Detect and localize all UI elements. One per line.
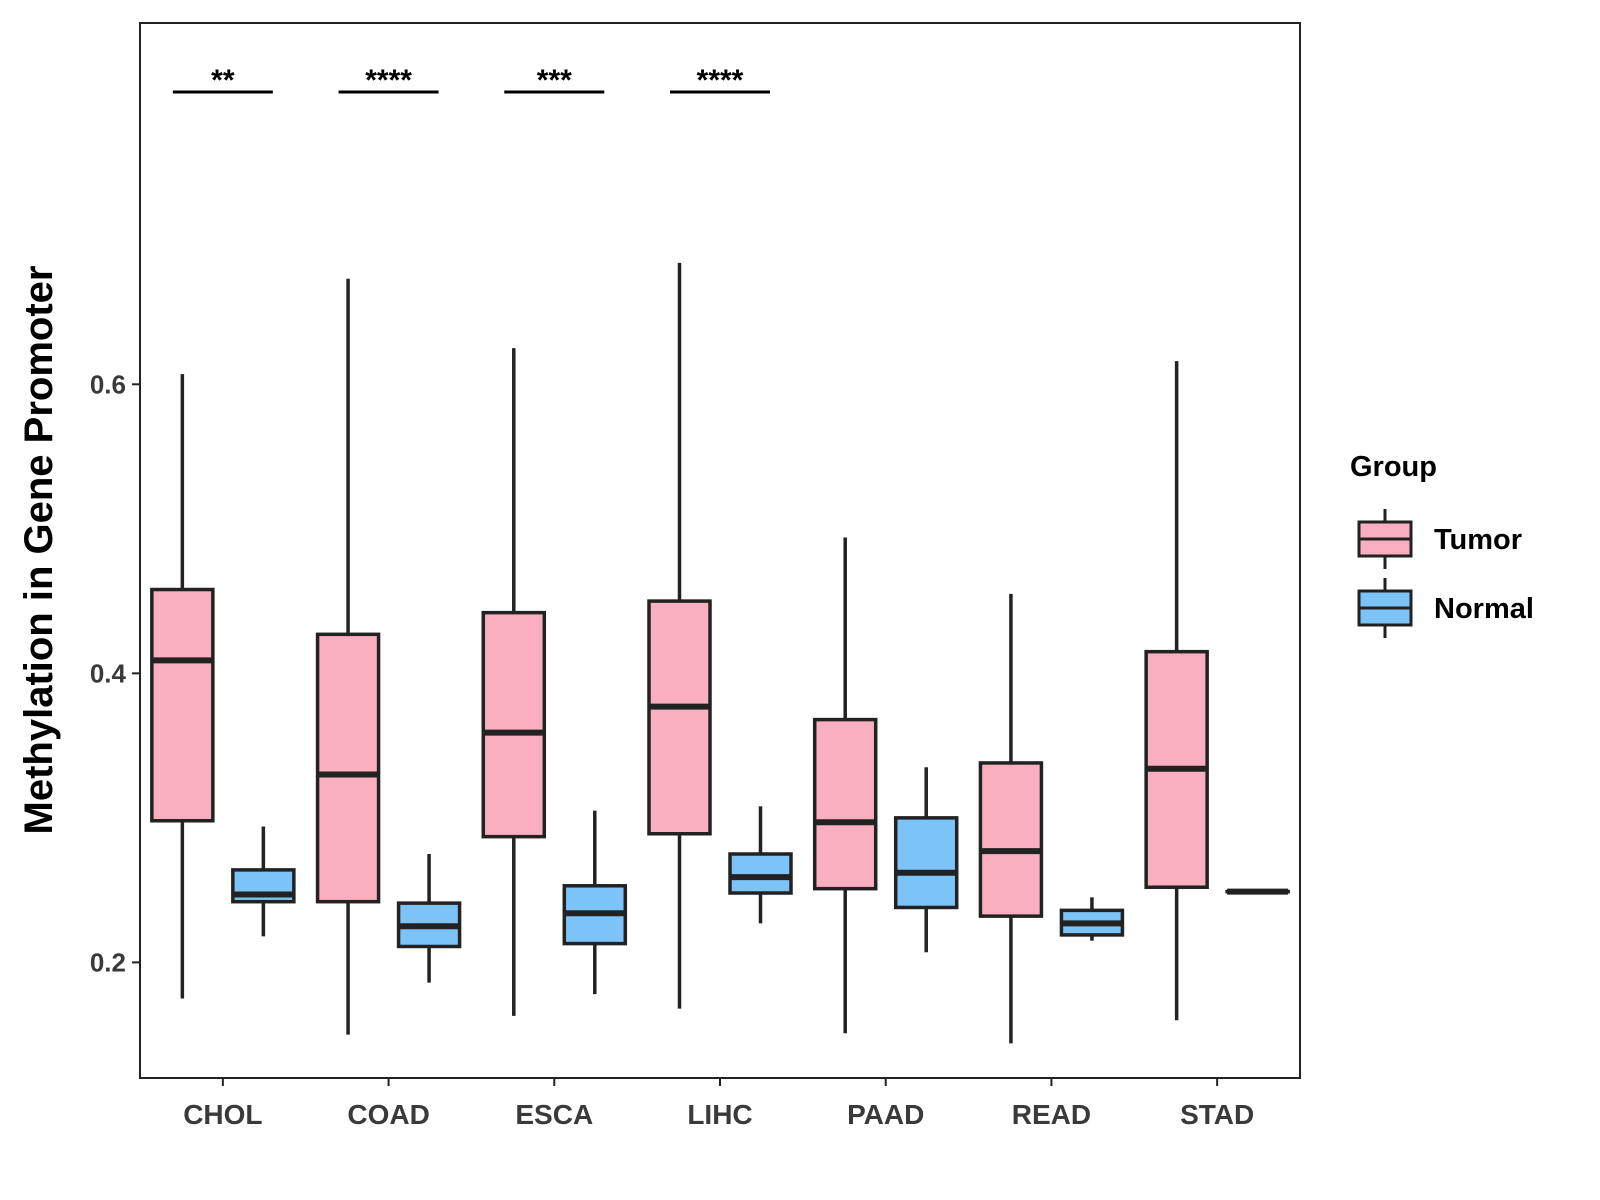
box-tumor-coad [315,278,381,1035]
legend: Group Tumor Normal [1350,451,1534,638]
significance-label: *** [537,64,572,97]
legend-label: Normal [1434,593,1534,625]
box-tumor-esca [481,348,547,1016]
x-tick-label: STAD [1180,1099,1254,1130]
box-normal-paad [893,767,959,953]
box-tumor-read [978,593,1044,1044]
x-tick-label: ESCA [515,1099,593,1130]
significance-label: **** [365,64,412,97]
box-normal-coad [396,853,462,983]
y-axis: 0.2 0.4 0.6 [90,369,140,977]
box-tumor-chol [150,374,215,999]
x-tick-label: CHOL [183,1099,262,1130]
box-iqr [647,599,712,836]
significance-label: ** [211,64,235,97]
x-tick-label: PAAD [847,1099,924,1130]
legend-label: Tumor [1434,524,1522,556]
y-tick-label: 0.4 [90,658,127,688]
box-normal-esca [562,810,628,995]
box-tumor-lihc [647,262,712,1009]
box-normal-lihc [728,806,793,924]
y-axis-title: Methylation in Gene Promoter [17,266,61,835]
plot-panel [139,22,1301,1079]
x-tick-label: READ [1012,1099,1091,1130]
box-normal-read [1059,897,1125,941]
box-iqr [978,761,1044,918]
box-iqr [728,852,793,895]
box-iqr [481,610,547,839]
legend-entry-tumor: Tumor [1357,509,1522,569]
y-tick-label: 0.2 [90,947,126,977]
x-tick-label: LIHC [687,1099,752,1130]
significance-label: **** [697,64,744,97]
box-iqr [812,717,878,891]
box-tumor-stad [1144,361,1209,1021]
box-tumor-paad [812,537,878,1034]
boxes-layer [150,262,1290,1044]
box-iqr [315,632,381,904]
box-iqr [150,587,215,823]
legend-entry-normal: Normal [1357,578,1534,638]
legend-title: Group [1350,451,1437,483]
significance-annotations: ** **** *** **** [172,64,770,97]
box-normal-chol [231,826,296,937]
y-tick-label: 0.6 [90,369,126,399]
x-axis: CHOL COAD ESCA LIHC PAAD READ STAD [183,1078,1254,1130]
box-iqr [893,816,959,910]
x-tick-label: COAD [347,1099,429,1130]
